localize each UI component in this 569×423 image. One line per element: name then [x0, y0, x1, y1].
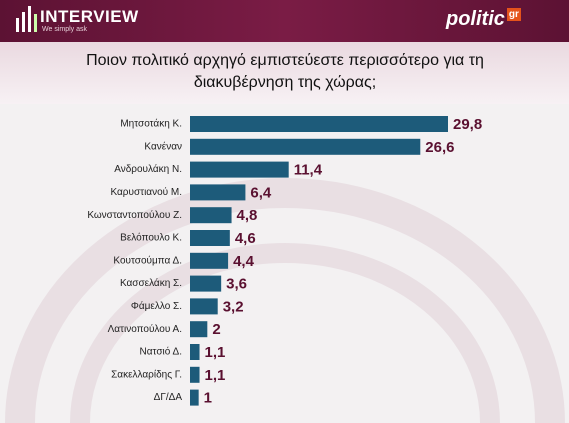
bar — [190, 230, 230, 246]
category-label: Μητσοτάκη Κ. — [120, 118, 182, 130]
bar — [190, 184, 246, 201]
bar — [190, 366, 200, 383]
category-label: Κουτσούμπα Δ. — [113, 254, 182, 266]
value-label: 2 — [212, 321, 220, 338]
category-label: Σακελλαρίδης Γ. — [111, 368, 182, 380]
value-label: 11,4 — [294, 162, 323, 179]
bar — [190, 138, 421, 155]
value-label: 4,6 — [235, 230, 256, 247]
value-label: 4,4 — [233, 253, 255, 270]
chart-title: Ποιον πολιτικό αρχηγό εμπιστεύεστε περισ… — [86, 52, 484, 91]
bar — [190, 389, 199, 406]
value-label: 1 — [204, 390, 212, 407]
bar — [190, 344, 200, 360]
category-label: Λατινοπούλου Α. — [108, 323, 182, 335]
bar — [190, 252, 229, 269]
value-label: 6,4 — [250, 184, 272, 201]
category-label: Κανέναν — [144, 140, 182, 152]
brand: politic gr — [446, 8, 521, 31]
category-label: Κασσελάκη Σ. — [120, 277, 182, 289]
brand-name: politic — [446, 8, 505, 30]
bar — [190, 321, 208, 338]
value-label: 3,6 — [226, 276, 247, 293]
bar — [190, 298, 218, 315]
value-label: 1,1 — [205, 344, 226, 361]
bar — [190, 116, 448, 132]
value-label: 29,8 — [453, 116, 482, 133]
header-band — [0, 0, 569, 42]
value-label: 3,2 — [223, 298, 244, 315]
category-label: Φάμελλο Σ. — [131, 300, 182, 312]
category-label: Βελόπουλο Κ. — [120, 232, 182, 244]
value-label: 1,1 — [205, 367, 226, 384]
brand-suffix: gr — [506, 8, 521, 21]
category-label: Καρυστιανού Μ. — [110, 186, 182, 198]
value-label: 26,6 — [425, 139, 454, 156]
logo-icon — [16, 6, 37, 32]
category-label: ΔΓ/ΔΑ — [154, 392, 183, 403]
value-label: 4,8 — [237, 207, 258, 224]
background-art — [5, 178, 565, 423]
category-label: Νατσιό Δ. — [140, 346, 182, 358]
category-label: Ανδρουλάκη Ν. — [114, 163, 182, 175]
bar — [190, 207, 232, 224]
bar — [190, 275, 222, 292]
category-label: Κωνσταντοπούλου Ζ. — [87, 209, 182, 221]
logo: INTERVIEW — [40, 7, 139, 26]
tagline: We simply ask — [42, 26, 87, 33]
title-band — [0, 42, 569, 104]
bar — [190, 161, 289, 178]
